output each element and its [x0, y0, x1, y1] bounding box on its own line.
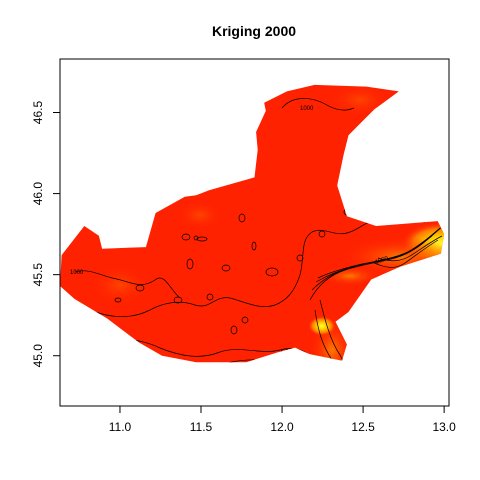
contour-line [89, 274, 301, 318]
y-axis: 45.0 45.5 46.0 46.5 [31, 101, 61, 368]
contour-loop [318, 230, 326, 238]
x-tick-label: 12.5 [351, 420, 375, 434]
contour-loop [135, 284, 145, 292]
contour-lines: 1000 1000 1000 [70, 98, 444, 363]
contour-line [315, 227, 441, 283]
contour-loop [193, 235, 199, 241]
contour-label: 1000 [300, 106, 314, 112]
contour-line [74, 270, 181, 299]
chart-title: Kriging 2000 [212, 23, 296, 39]
x-axis: 11.0 11.5 12.0 12.5 13.0 [109, 405, 456, 434]
soft-spot-3 [90, 265, 150, 305]
contour-loop [221, 264, 231, 272]
contour-line [371, 239, 439, 268]
y-tick-label: 46.0 [31, 182, 45, 206]
contour-label: 1000 [375, 255, 390, 265]
y-tick-label: 45.5 [31, 263, 45, 287]
x-tick-label: 11.5 [190, 420, 213, 434]
contour-loop [343, 207, 357, 217]
soft-spot-1 [178, 201, 222, 229]
contour-line [95, 331, 316, 361]
contour-line [377, 235, 443, 262]
kriging-surface [60, 84, 445, 363]
x-tick-label: 12.0 [270, 420, 294, 434]
contour-label: 1000 [70, 270, 84, 276]
contour-line [319, 299, 356, 363]
contour-loop [196, 236, 208, 242]
warm-zone-coast [320, 266, 380, 286]
contour-loop [114, 297, 122, 303]
y-tick-label: 46.5 [31, 101, 45, 125]
region-fill [60, 84, 445, 363]
x-tick-label: 13.0 [432, 420, 456, 434]
contour-loop [238, 213, 246, 223]
contour-loop [265, 267, 279, 277]
contour-loop [241, 316, 249, 324]
contour-loop [181, 233, 191, 241]
contour-loop [206, 293, 214, 301]
contour-loop [296, 254, 304, 262]
x-tick-label: 11.0 [109, 420, 132, 434]
warm-spot-south [308, 316, 336, 336]
contour-loop [173, 296, 183, 304]
y-tick-label: 45.0 [31, 344, 45, 368]
soft-spot-2 [330, 84, 390, 116]
contour-loop [230, 325, 238, 335]
contour-line [317, 225, 444, 279]
contour-loop [251, 241, 257, 251]
contour-loop [186, 258, 194, 270]
contour-line [281, 98, 355, 111]
